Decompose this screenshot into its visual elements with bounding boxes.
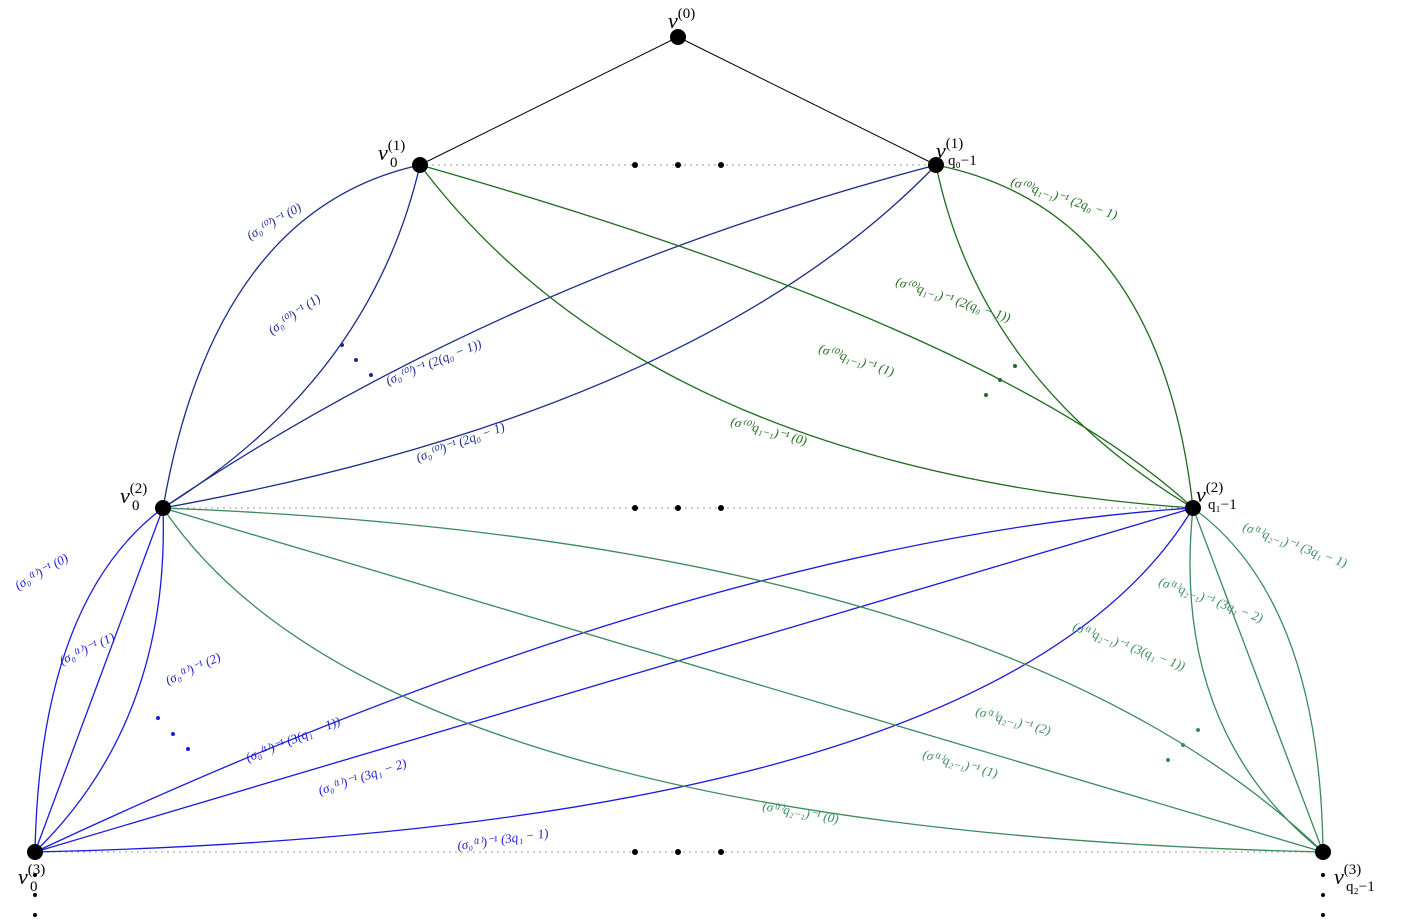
- node: [155, 500, 171, 516]
- node-label-sup: (2): [1206, 480, 1224, 496]
- edge-label: (σ⁽¹⁾q₂₋₁)⁻¹ (3(q₁ − 1)): [1071, 619, 1187, 674]
- node-label-sub: 0: [132, 498, 140, 514]
- edge: [34, 507, 164, 853]
- edge-label: (σ₀⁽⁰⁾)⁻¹ (0): [244, 199, 304, 242]
- node-label: v(1) 0: [378, 138, 405, 171]
- edge: [162, 164, 421, 509]
- edge: [1189, 507, 1324, 853]
- edge: [419, 164, 1194, 509]
- edge-label: (σ₀⁽⁰⁾)⁻¹ (1): [265, 291, 323, 338]
- node: [928, 157, 944, 173]
- edge-label: (σ⁽¹⁾q₂₋₁)⁻¹ (3q₁ − 2): [1157, 574, 1265, 626]
- node-label-base: v: [668, 8, 678, 33]
- node-label-sub: q₀−1: [948, 153, 977, 169]
- edge-label: (σ⁽¹⁾q₂₋₁)⁻¹ (2): [974, 703, 1052, 737]
- node-label-base: v: [18, 864, 28, 889]
- node-label-sub: 0: [390, 155, 398, 171]
- node-label: v(1) q₀−1: [936, 136, 977, 169]
- node-label-sup: (3): [28, 862, 46, 878]
- node-label-sup: (2): [130, 481, 148, 497]
- node-label-sup: (3): [1344, 862, 1362, 878]
- edges: [34, 36, 1324, 853]
- edge: [162, 507, 1324, 853]
- edge-label: (σ₀⁽⁰⁾)⁻¹ (2(q₀ − 1)): [384, 336, 484, 388]
- edge: [34, 507, 164, 853]
- edge: [1192, 507, 1324, 853]
- node-label: v(2) q₁−1: [1196, 480, 1237, 513]
- node-label-sub: q₁−1: [1208, 497, 1237, 513]
- edge: [935, 164, 1194, 509]
- node: [27, 844, 43, 860]
- node: [670, 29, 686, 45]
- edge-label: (σ⁽¹⁾q₂₋₁)⁻¹ (3q₁ − 1): [1241, 519, 1349, 571]
- edge: [162, 507, 1324, 853]
- edge-label: (σ⁽⁰⁾q₁₋₁)⁻¹ (0): [729, 413, 808, 448]
- node: [1185, 500, 1201, 516]
- edge: [162, 164, 937, 509]
- nodes: [27, 29, 1331, 860]
- node: [412, 157, 428, 173]
- edge-label: (σ⁽¹⁾q₂₋₁)⁻¹ (0): [761, 798, 839, 826]
- node-label: v(3) 0: [18, 862, 45, 895]
- node-label: v(2) 0: [120, 481, 147, 514]
- node-label-base: v: [1334, 864, 1344, 889]
- edge: [162, 164, 937, 509]
- edge-labels: (σ₀⁽⁰⁾)⁻¹ (0) (σ₀⁽⁰⁾)⁻¹ (1) (σ₀⁽⁰⁾)⁻¹ (2…: [12, 174, 1349, 853]
- node-label: v(3) q₂−1: [1334, 862, 1375, 895]
- edge-label: (σ⁽⁰⁾q₁₋₁)⁻¹ (1): [817, 341, 896, 379]
- edge-label: (σ₀⁽¹⁾)⁻¹ (0): [12, 550, 71, 593]
- edge-label: (σ₀⁽¹⁾)⁻¹ (2): [163, 649, 223, 688]
- node-label-sup: (0): [678, 6, 696, 22]
- edge: [34, 507, 1194, 853]
- edge-label: (σ₀⁽¹⁾)⁻¹ (3q₁ − 2): [316, 755, 408, 798]
- node: [1315, 844, 1331, 860]
- edge: [34, 507, 1194, 853]
- node-labels: v(0)v(1) 0 v(1) q₀−1v(2) 0 v(2) q₁−1v(3) 0 v(3) q…: [18, 6, 1375, 895]
- edge: [162, 164, 421, 509]
- node-label-sub: 0: [30, 879, 38, 895]
- edge: [34, 507, 164, 853]
- node-label-base: v: [120, 483, 130, 508]
- node-label-base: v: [378, 140, 388, 165]
- node-label-sub: q₂−1: [1346, 879, 1375, 895]
- node-label-base: v: [936, 138, 946, 163]
- node-label-sup: (1): [388, 138, 406, 154]
- ellipsis-dots: [33, 162, 1325, 917]
- edge-label: (σ₀⁽⁰⁾)⁻¹ (2q₀ − 1): [414, 419, 507, 465]
- edge: [34, 507, 1194, 853]
- edge: [677, 36, 937, 166]
- node-label-base: v: [1196, 482, 1206, 507]
- edge-label: (σ₀⁽¹⁾)⁻¹ (3q₁ − 1): [456, 825, 549, 853]
- edge: [419, 164, 1194, 509]
- edge: [419, 36, 679, 166]
- edge: [1192, 507, 1324, 853]
- edge: [162, 507, 1324, 853]
- edge-label: (σ⁽¹⁾q₂₋₁)⁻¹ (1): [921, 746, 999, 780]
- edge-label: (σ⁽⁰⁾q₁₋₁)⁻¹ (2(q₀ − 1)): [894, 274, 1012, 325]
- node-label-sup: (1): [946, 136, 964, 152]
- edge-label: (σ₀⁽¹⁾)⁻¹ (3(q₁ − 1)): [244, 713, 343, 765]
- edge: [935, 164, 1194, 509]
- node-label: v(0): [668, 6, 695, 33]
